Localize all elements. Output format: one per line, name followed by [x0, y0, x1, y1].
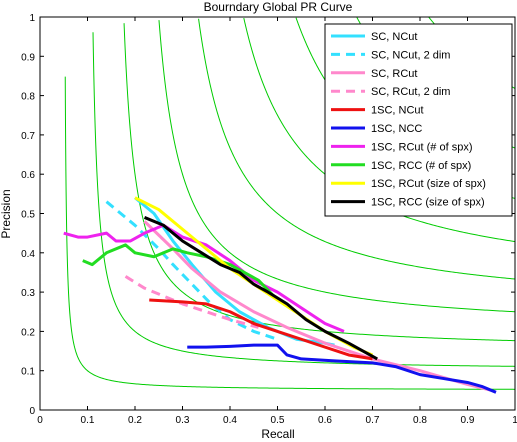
legend-label-4: SC, RCut, 2 dim: [371, 86, 450, 98]
x-tick-label: 0: [37, 415, 43, 426]
y-tick-label: 0.5: [21, 210, 35, 221]
x-tick-label: 0.3: [176, 415, 190, 426]
y-tick-label: 0.1: [21, 367, 35, 378]
series-lines: [63, 196, 497, 394]
iso-f-curve-1: [64, 76, 516, 390]
y-tick-label: 1: [29, 13, 35, 24]
iso-f-curve-5: [198, 18, 516, 280]
x-tick-label: 0.8: [413, 415, 427, 426]
y-tick-label: 0.7: [21, 131, 35, 142]
x-tick-label: 1: [512, 415, 517, 426]
x-tick-label: 0.7: [366, 415, 380, 426]
chart-title: Bourndary Global PR Curve: [204, 0, 353, 14]
series-line-6: [187, 343, 497, 394]
x-tick-label: 0.1: [81, 415, 95, 426]
y-axis-ticks: 0 0.1 0.2 0.3 0.4 0.5 0.6 0.7 0.8 0.9 1: [21, 13, 515, 417]
series-line-4: [124, 275, 259, 329]
legend: SC, NCut SC, NCut, 2 dim SC, RCut SC, RCut,…: [324, 23, 513, 217]
legend-label-2: SC, NCut, 2 dim: [371, 49, 450, 61]
y-tick-label: 0.4: [21, 249, 35, 260]
y-tick-label: 0.3: [21, 288, 35, 299]
legend-label-6: 1SC, NCC: [371, 123, 422, 135]
legend-label-7: 1SC, RCut (# of spx): [371, 141, 472, 153]
legend-label-10: 1SC, RCC (size of spx): [371, 197, 485, 209]
series-line-3: [143, 220, 492, 392]
y-axis-label: Precision: [0, 189, 13, 238]
x-axis-label: Recall: [261, 427, 294, 441]
x-tick-label: 0.4: [223, 415, 237, 426]
x-tick-label: 0.2: [128, 415, 142, 426]
series-line-10: [143, 216, 378, 361]
y-tick-label: 0.9: [21, 52, 35, 63]
series-line-8: [82, 243, 279, 302]
iso-f-curve-4: [158, 20, 516, 313]
legend-label-3: SC, RCut: [371, 68, 417, 80]
series-line-5: [149, 298, 373, 361]
y-tick-label: 0.2: [21, 327, 35, 338]
legend-label-1: SC, NCut: [371, 31, 417, 43]
iso-f-curve-2: [92, 32, 516, 367]
x-tick-label: 0.5: [271, 415, 285, 426]
series-line-7: [63, 223, 345, 333]
legend-label-8: 1SC, RCC (# of spx): [371, 160, 471, 172]
x-axis-ticks: 0 0.1 0.2 0.3 0.4 0.5 0.6 0.7 0.8 0.9 1: [37, 17, 517, 426]
x-tick-label: 0.6: [318, 415, 332, 426]
y-tick-label: 0: [29, 406, 35, 417]
legend-label-9: 1SC, RCut (size of spx): [371, 178, 486, 190]
y-tick-label: 0.8: [21, 92, 35, 103]
x-tick-label: 0.9: [461, 415, 475, 426]
legend-label-5: 1SC, NCut: [371, 105, 424, 117]
y-tick-label: 0.6: [21, 170, 35, 181]
